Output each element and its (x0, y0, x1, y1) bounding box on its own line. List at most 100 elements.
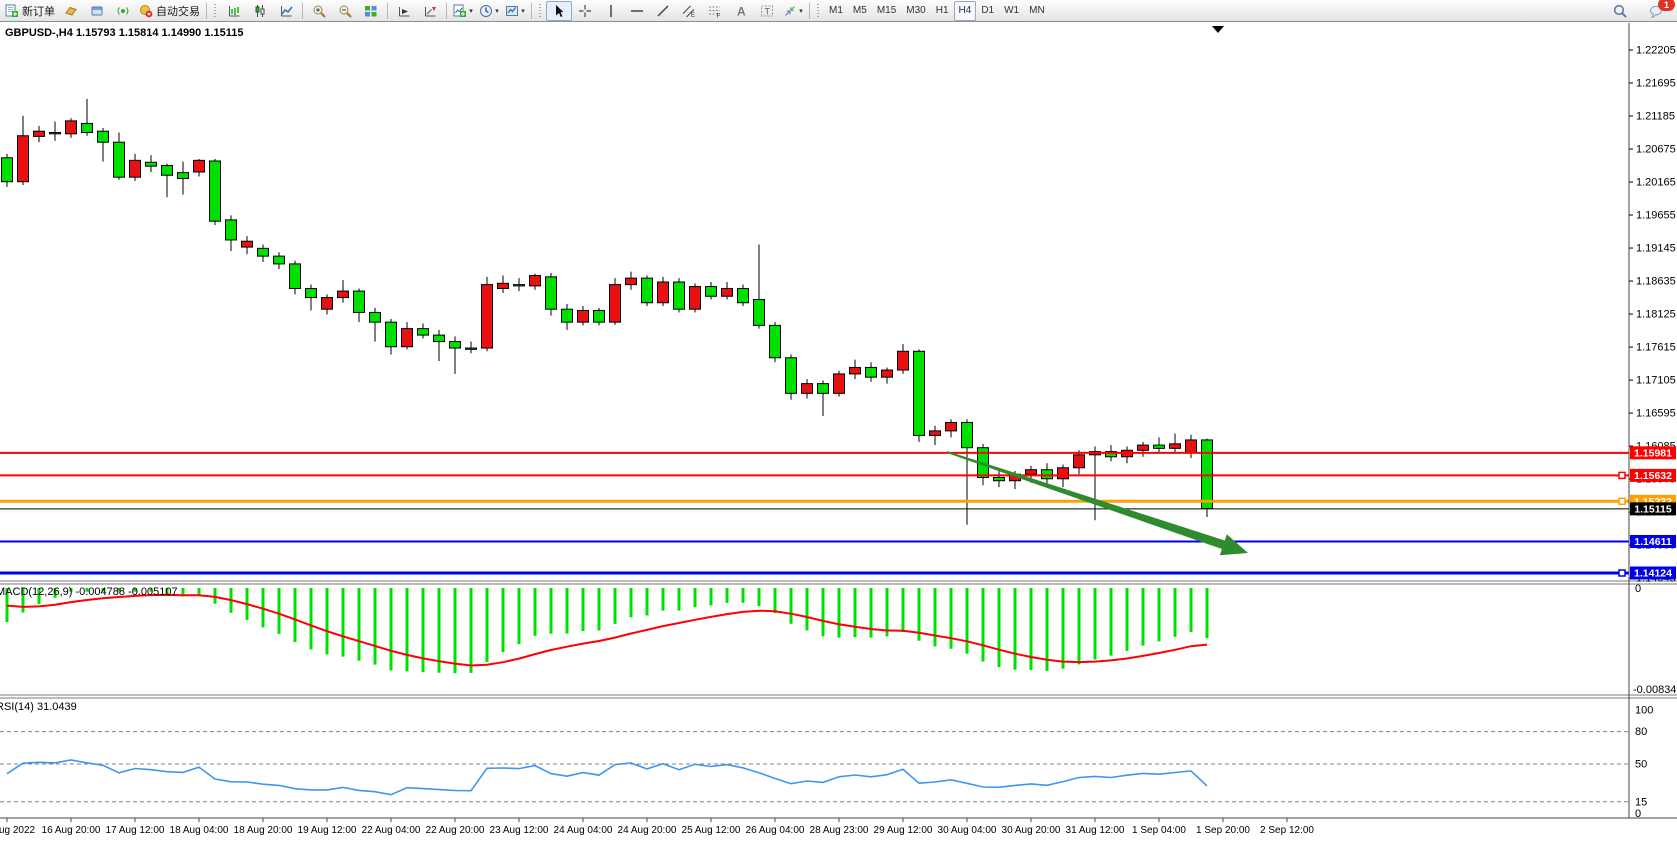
chevron-down-icon[interactable]: ▾ (799, 7, 803, 15)
text-tool-button[interactable]: A (728, 1, 754, 21)
chevron-down-icon[interactable]: ▾ (469, 7, 473, 15)
chat-button[interactable]: 1 (1643, 0, 1675, 21)
label-icon: T (761, 5, 773, 16)
data-window-button[interactable] (84, 1, 110, 21)
toolbar-drag-handle[interactable] (816, 3, 821, 18)
horizontal-line-tool-button[interactable] (624, 1, 650, 21)
time-tick-label: 16 Aug 20:00 (42, 825, 101, 836)
toolbar-drag-handle[interactable] (213, 3, 218, 18)
candle-body (1057, 467, 1069, 480)
candle-body (673, 281, 685, 310)
zoom-out-icon (339, 5, 352, 18)
timeframe-m1[interactable]: M1 (829, 5, 843, 16)
candle-body (1185, 439, 1197, 454)
candle-body (817, 383, 829, 394)
candle-body (1, 157, 13, 183)
bar-chart-button[interactable] (221, 1, 247, 21)
timeframe-m15[interactable]: M15 (876, 5, 897, 16)
line-selection-marker[interactable] (1618, 471, 1626, 480)
candle-body (769, 324, 781, 359)
candle-body (49, 132, 61, 135)
line-selection-marker[interactable] (1618, 569, 1626, 577)
timeframe-mn[interactable]: MN (1029, 5, 1045, 16)
time-tick-label: 16 Aug 2022 (0, 825, 36, 836)
timeframe-d1[interactable]: D1 (981, 5, 995, 16)
candle-body (401, 328, 413, 348)
timeframe-w1[interactable]: W1 (1004, 5, 1020, 16)
candle-body (833, 373, 845, 394)
toolbar-group: ▾ ▾ ▾ (450, 0, 528, 22)
cursor-tool-button[interactable] (546, 0, 572, 21)
candle-body (81, 122, 93, 134)
chart-shift-button[interactable] (417, 1, 443, 21)
market-watch-button[interactable] (58, 1, 84, 21)
chart-shift-marker[interactable] (1212, 26, 1224, 33)
vertical-line-icon (610, 4, 612, 17)
toolbar-separator (206, 2, 207, 19)
candle-body (193, 159, 205, 173)
candlestick-button[interactable] (247, 1, 273, 21)
chevron-down-icon[interactable]: ▾ (521, 7, 525, 15)
trendline-tool-button[interactable] (650, 1, 676, 21)
text-label-tool-button[interactable]: T (754, 1, 780, 21)
arrows-tool-button[interactable]: ▾ (780, 1, 806, 21)
chart-title: GBPUSD-,H4 1.15793 1.15814 1.14990 1.151… (5, 27, 244, 39)
candle-body (1073, 454, 1085, 469)
candle-body (1201, 439, 1213, 510)
candle-body (129, 159, 141, 178)
zoom-in-button[interactable] (306, 1, 332, 21)
candle-body (113, 141, 125, 178)
rsi-level-label: 100 (1635, 705, 1653, 717)
vertical-line-tool-button[interactable] (598, 1, 624, 21)
toolbar-buttons: 新订单 自动交易 ▾ ▾ ▾ E F A T ▾ M1 M5 M15 M30 H1 H4 D1 W1 MN (2, 0, 1050, 22)
line-chart-button[interactable] (273, 1, 299, 21)
candle-body (385, 321, 397, 348)
autotrade-button[interactable]: 自动交易 (136, 1, 203, 21)
candlestick-icon (255, 4, 265, 17)
candle-body (641, 277, 653, 304)
market-watch-icon (65, 6, 77, 16)
channel-icon: E (682, 5, 695, 18)
timeframe-m30[interactable]: M30 (906, 5, 926, 16)
timeframe-h1[interactable]: H1 (935, 5, 949, 16)
timeframe-m5[interactable]: M5 (852, 5, 867, 16)
zoom-out-button[interactable] (332, 1, 358, 21)
channel-tool-button[interactable]: E (676, 1, 702, 21)
autotrade-icon (140, 4, 153, 17)
new-order-icon (5, 4, 18, 17)
arrows-icon (785, 5, 796, 16)
line-selection-marker[interactable] (1618, 497, 1626, 506)
svg-text:T: T (765, 6, 771, 16)
candle-body (1105, 451, 1117, 458)
timeframe-h4[interactable]: H4 (953, 0, 977, 21)
candle-body (97, 130, 109, 143)
tile-windows-button[interactable] (358, 1, 384, 21)
svg-text:A: A (737, 4, 746, 18)
toolbar-separator (531, 2, 532, 19)
auto-scroll-button[interactable] (391, 1, 417, 21)
chevron-down-icon[interactable]: ▾ (495, 7, 499, 15)
toolbar-group: E F A T ▾ (546, 0, 806, 22)
crosshair-tool-button[interactable] (572, 1, 598, 21)
rsi-level-label: 50 (1635, 759, 1647, 771)
candle-body (881, 369, 893, 378)
candle-body (33, 130, 45, 137)
signal-icon (117, 6, 129, 15)
search-icon (1613, 4, 1627, 18)
tile-windows-icon (365, 5, 377, 16)
new-order-button[interactable]: 新订单 (2, 1, 58, 21)
toolbar-drag-handle[interactable] (538, 3, 543, 18)
price-tick-label: 1.16595 (1636, 408, 1676, 420)
search-button[interactable] (1607, 1, 1633, 21)
price-line-label: 1.15632 (1634, 470, 1672, 482)
autotrade-button-label: 自动交易 (156, 5, 200, 18)
fibonacci-tool-button[interactable]: F (702, 1, 728, 21)
time-tick-label: 30 Aug 04:00 (938, 825, 997, 836)
new-chart-button[interactable]: ▾ (450, 1, 476, 21)
trend-arrow-object[interactable] (946, 451, 1248, 556)
candle-body (481, 284, 493, 349)
signals-button[interactable] (110, 1, 136, 21)
template-button[interactable]: ▾ (502, 1, 528, 21)
periods-button[interactable]: ▾ (476, 1, 502, 21)
